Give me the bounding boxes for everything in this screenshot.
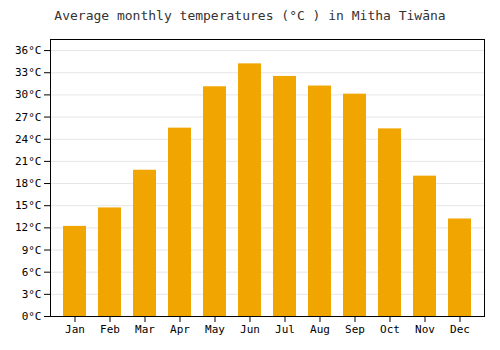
svg-text:Jun: Jun xyxy=(240,323,260,336)
svg-text:30°C: 30°C xyxy=(15,88,42,101)
svg-text:33°C: 33°C xyxy=(15,66,42,79)
svg-text:Apr: Apr xyxy=(170,323,190,336)
svg-text:6°C: 6°C xyxy=(22,266,42,279)
svg-text:3°C: 3°C xyxy=(22,288,42,301)
svg-text:May: May xyxy=(205,323,225,336)
svg-text:24°C: 24°C xyxy=(15,133,42,146)
svg-text:Mar: Mar xyxy=(135,323,155,336)
svg-text:0°C: 0°C xyxy=(22,310,42,323)
svg-text:21°C: 21°C xyxy=(15,155,42,168)
svg-text:Sep: Sep xyxy=(345,323,365,336)
svg-text:36°C: 36°C xyxy=(15,44,42,57)
svg-text:Oct: Oct xyxy=(380,323,400,336)
svg-text:Nov: Nov xyxy=(415,323,435,336)
svg-text:18°C: 18°C xyxy=(15,177,42,190)
svg-text:Jul: Jul xyxy=(275,323,295,336)
svg-text:12°C: 12°C xyxy=(15,221,42,234)
html-text:Average monthly temperatures (: Average monthly temperatures (°C ) in Mi… xyxy=(54,8,446,23)
svg-text:15°C: 15°C xyxy=(15,199,42,212)
svg-text:Aug: Aug xyxy=(310,323,330,336)
svg-text:Dec: Dec xyxy=(450,323,470,336)
svg-text:27°C: 27°C xyxy=(15,111,42,124)
svg-text:9°C: 9°C xyxy=(22,244,42,257)
svg-text:Feb: Feb xyxy=(100,323,120,336)
svg-text:Jan: Jan xyxy=(65,323,85,336)
